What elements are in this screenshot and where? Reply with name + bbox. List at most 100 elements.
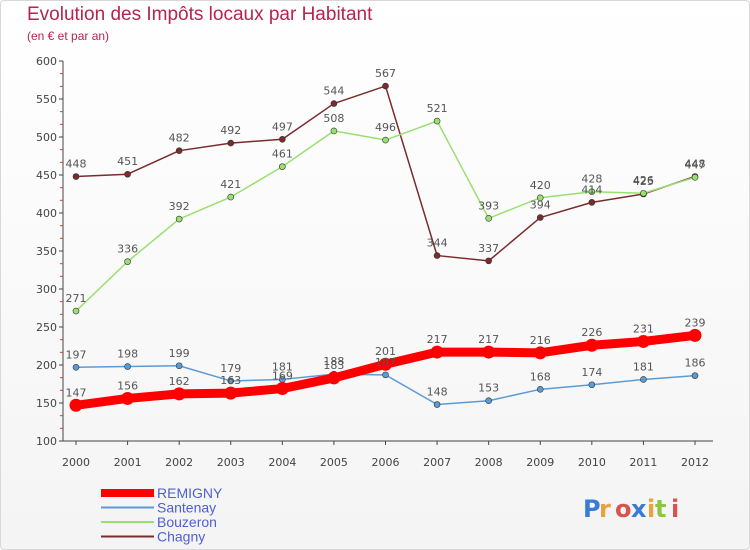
y-tick-label: 350 xyxy=(36,245,57,258)
y-tick-label: 100 xyxy=(36,435,57,448)
data-label-remigny: 156 xyxy=(117,379,138,392)
data-point-bouzeron xyxy=(72,307,80,315)
x-tick-label: 2002 xyxy=(165,456,193,469)
data-label-santenay: 174 xyxy=(581,366,602,379)
data-label-chagny: 451 xyxy=(117,155,138,168)
data-label-bouzeron: 508 xyxy=(323,112,344,125)
data-label-bouzeron: 271 xyxy=(66,292,87,305)
data-point-bouzeron xyxy=(691,173,699,181)
data-label-chagny: 482 xyxy=(169,132,190,145)
data-label-remigny: 226 xyxy=(581,326,602,339)
data-point-bouzeron xyxy=(433,117,441,125)
data-label-remigny: 169 xyxy=(272,370,293,383)
data-point-bouzeron xyxy=(588,188,596,196)
data-label-santenay: 188 xyxy=(323,355,344,368)
data-label-bouzeron: 420 xyxy=(530,179,551,192)
data-label-bouzeron: 426 xyxy=(633,174,654,187)
chart-data-labels: 147 156 162 163 169 183 201 217 217 216 226 231 239 1… xyxy=(66,67,706,399)
data-label-chagny: 344 xyxy=(427,237,448,250)
data-label-santenay: 197 xyxy=(66,348,87,361)
data-label-chagny: 337 xyxy=(478,242,499,255)
proxiti-logo: Pr o x i t i xyxy=(583,495,679,523)
data-point-bouzeron xyxy=(382,136,389,144)
data-point-remigny xyxy=(275,382,289,396)
data-label-chagny: 448 xyxy=(66,158,87,171)
chart-title: Evolution des Impôts locaux par Habitant xyxy=(27,4,373,25)
data-label-remigny: 201 xyxy=(375,345,396,358)
data-label-santenay: 181 xyxy=(272,360,293,373)
y-tick-label: 450 xyxy=(36,169,57,182)
data-point-santenay xyxy=(433,401,441,408)
data-point-remigny xyxy=(224,386,238,400)
data-point-chagny xyxy=(279,135,286,143)
data-point-santenay xyxy=(382,371,389,379)
data-label-bouzeron: 336 xyxy=(117,243,138,256)
data-label-bouzeron: 393 xyxy=(478,199,499,212)
data-point-remigny xyxy=(533,346,547,360)
data-label-remigny: 231 xyxy=(633,322,654,335)
brand-letter: r xyxy=(599,495,611,523)
data-point-chagny xyxy=(382,82,389,90)
x-tick-label: 2010 xyxy=(578,456,606,469)
data-label-santenay: 181 xyxy=(633,360,654,373)
legend-label-remigny: REMIGNY xyxy=(157,485,223,501)
data-label-chagny: 448 xyxy=(685,158,706,171)
data-label-remigny: 163 xyxy=(220,374,241,387)
data-point-remigny xyxy=(430,345,444,359)
data-label-bouzeron: 521 xyxy=(427,102,448,115)
data-label-chagny: 394 xyxy=(530,199,551,212)
data-point-bouzeron xyxy=(640,189,647,197)
x-tick-label: 2011 xyxy=(629,456,657,469)
data-label-santenay: 148 xyxy=(427,386,448,399)
y-tick-label: 150 xyxy=(36,397,57,410)
data-label-chagny: 567 xyxy=(375,67,396,80)
data-point-chagny xyxy=(124,170,131,178)
brand-letter: i xyxy=(671,495,679,523)
data-point-santenay xyxy=(640,376,647,383)
data-label-chagny: 492 xyxy=(220,124,241,137)
data-point-chagny xyxy=(227,139,235,147)
x-tick-label: 2005 xyxy=(320,456,348,469)
data-label-chagny: 544 xyxy=(323,85,344,98)
data-label-remigny: 217 xyxy=(427,333,448,346)
data-point-remigny xyxy=(688,328,702,342)
data-point-remigny xyxy=(585,338,599,352)
legend-label-santenay: Santenay xyxy=(157,500,216,516)
data-label-santenay: 153 xyxy=(478,382,499,395)
data-label-chagny: 497 xyxy=(272,120,293,133)
data-label-remigny: 162 xyxy=(169,375,190,388)
data-label-chagny: 414 xyxy=(581,183,602,196)
brand-letter: t xyxy=(655,495,666,523)
data-label-bouzeron: 461 xyxy=(272,148,293,161)
data-point-bouzeron xyxy=(124,258,131,265)
data-point-chagny xyxy=(485,257,492,265)
x-tick-label: 2008 xyxy=(475,456,503,469)
x-tick-label: 2012 xyxy=(681,456,709,469)
brand-letter: P xyxy=(583,495,601,523)
x-tick-label: 2006 xyxy=(372,456,400,469)
data-point-remigny xyxy=(482,345,496,359)
data-label-remigny: 239 xyxy=(685,316,706,329)
data-label-santenay: 187 xyxy=(375,356,396,369)
data-label-chagny: 425 xyxy=(633,175,654,188)
data-point-santenay xyxy=(175,362,183,370)
x-tick-label: 2009 xyxy=(526,456,554,469)
data-label-bouzeron: 447 xyxy=(685,158,706,171)
data-point-bouzeron xyxy=(485,215,492,222)
data-point-bouzeron xyxy=(330,127,338,135)
data-label-santenay: 186 xyxy=(685,357,706,370)
y-tick-label: 300 xyxy=(36,283,57,296)
data-point-remigny xyxy=(327,371,341,385)
data-label-remigny: 183 xyxy=(323,359,344,372)
y-tick-label: 500 xyxy=(36,131,57,144)
data-label-santenay: 168 xyxy=(530,370,551,383)
data-point-remigny xyxy=(172,387,186,401)
data-point-chagny xyxy=(330,100,338,107)
data-point-santenay xyxy=(485,397,492,405)
y-tick-label: 200 xyxy=(36,359,57,372)
data-point-chagny xyxy=(433,252,441,259)
chart-series xyxy=(69,82,702,412)
